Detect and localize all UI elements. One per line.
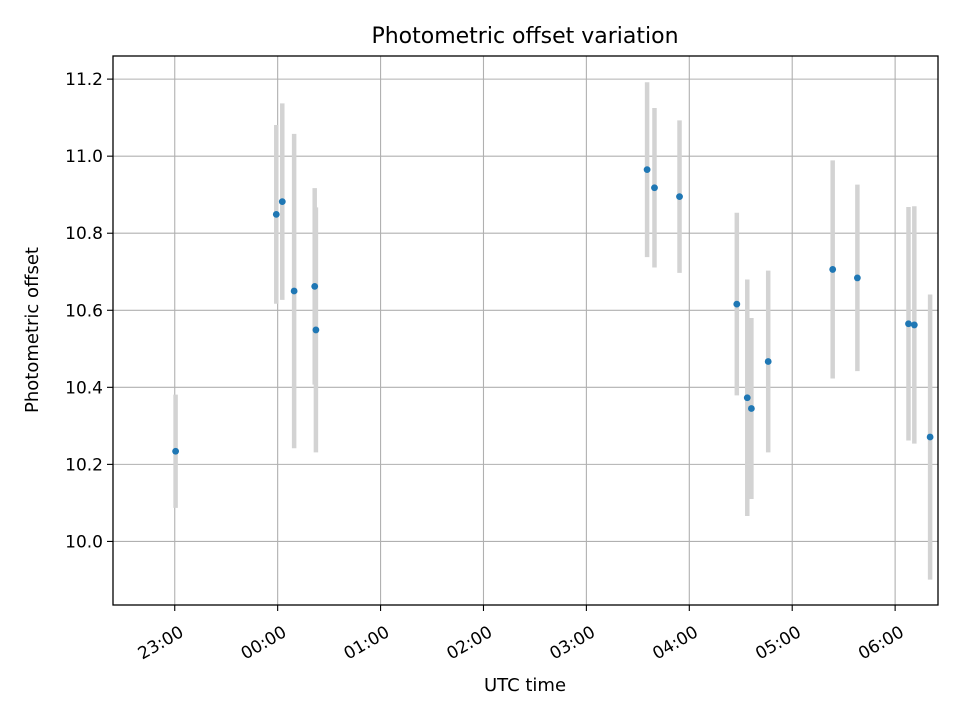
y-tick-label: 11.2	[65, 70, 103, 90]
grid	[113, 56, 938, 605]
y-tick-label: 10.2	[65, 455, 103, 475]
chart-title: Photometric offset variation	[371, 24, 678, 49]
y-tick-label: 10.0	[65, 532, 103, 552]
data-point	[311, 282, 319, 290]
data-point	[643, 166, 651, 174]
y-axis-ticks: 10.0 10.2 10.4 10.6 10.8 11.0 11.2	[65, 70, 113, 552]
data-point	[764, 358, 772, 365]
y-tick-label: 10.4	[65, 378, 103, 398]
plot-frame	[112, 55, 939, 606]
data-point	[290, 287, 298, 295]
data-point	[172, 447, 180, 455]
data-point	[278, 198, 286, 206]
y-tick-label: 10.8	[65, 224, 103, 244]
y-tick-label: 11.0	[65, 147, 103, 167]
data-point	[747, 405, 755, 412]
data-point	[853, 274, 861, 282]
data-point	[651, 184, 658, 192]
data-point	[829, 266, 837, 273]
data-point	[733, 300, 741, 308]
data-point	[312, 326, 320, 334]
y-tick-label: 10.6	[65, 301, 103, 321]
x-axis-label: UTC time	[484, 675, 566, 696]
data-point	[743, 394, 751, 402]
data-points	[172, 166, 934, 455]
y-axis-label: Photometric offset	[22, 247, 43, 413]
data-point	[272, 210, 280, 218]
data-point	[676, 193, 683, 201]
data-point	[926, 433, 934, 441]
data-point	[910, 321, 918, 329]
data-point	[905, 320, 912, 328]
